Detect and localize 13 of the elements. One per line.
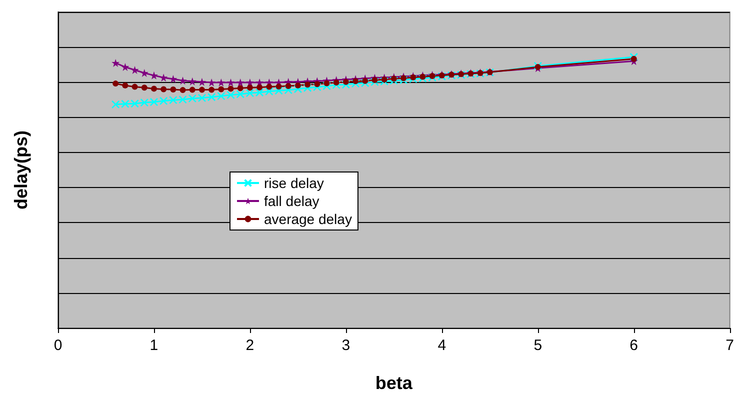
x-tick-label: 7 <box>726 337 734 354</box>
x-tick-label: 3 <box>342 337 350 354</box>
y-axis-title: delay(ps) <box>11 130 31 210</box>
x-tick-label: 2 <box>246 337 254 354</box>
legend-label: fall delay <box>264 193 320 209</box>
legend-label: rise delay <box>264 175 324 191</box>
x-tick-label: 6 <box>630 337 638 354</box>
x-tick-label: 4 <box>438 337 446 354</box>
legend-label: average delay <box>264 211 352 227</box>
x-tick-label: 1 <box>150 337 158 354</box>
x-tick-label: 5 <box>534 337 542 354</box>
x-tick-label: 0 <box>54 337 62 354</box>
x-axis-title: beta <box>375 373 414 393</box>
